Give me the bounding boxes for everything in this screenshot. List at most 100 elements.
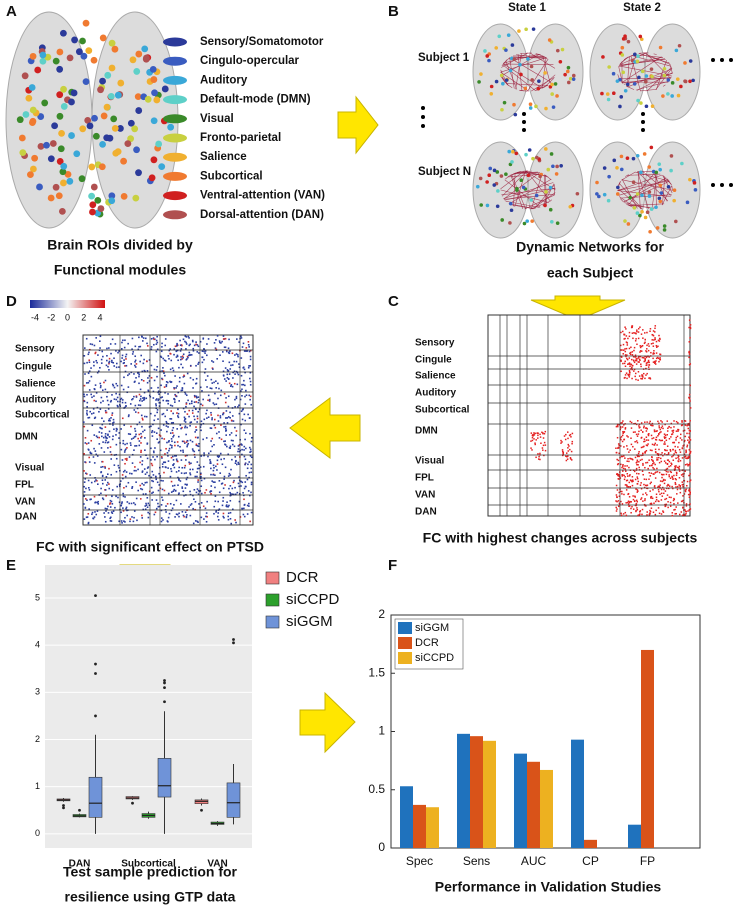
legend-label: siCCPD — [415, 652, 454, 664]
matrix-cell — [115, 470, 118, 473]
matrix-cell — [197, 479, 199, 481]
roi — [485, 54, 490, 58]
matrix-cell — [83, 491, 86, 493]
matrix-cell — [667, 471, 669, 473]
matrix-cell — [186, 372, 189, 375]
matrix-cell — [85, 337, 88, 340]
matrix-cell — [160, 350, 163, 353]
matrix-cell — [647, 439, 650, 441]
matrix-cell — [531, 436, 534, 439]
matrix-cell — [534, 443, 536, 446]
matrix-cell — [635, 440, 638, 442]
matrix-cell — [109, 343, 112, 345]
matrix-cell — [627, 458, 629, 460]
matrix-cell — [150, 346, 153, 348]
matrix-cell — [141, 417, 144, 420]
matrix-cell — [652, 459, 654, 462]
matrix-cell — [669, 477, 672, 479]
matrix-cell — [684, 509, 686, 511]
matrix-cell — [104, 516, 106, 518]
matrix-cell — [110, 417, 112, 419]
matrix-cell — [163, 471, 165, 474]
legend-swatch — [163, 133, 187, 143]
matrix-cell — [658, 334, 660, 337]
matrix-cell — [637, 327, 640, 330]
matrix-cell — [167, 460, 170, 462]
link — [655, 172, 657, 208]
matrix-cell — [645, 362, 648, 364]
matrix-cell — [530, 440, 532, 442]
roi — [606, 198, 611, 203]
matrix-cell — [229, 416, 231, 419]
matrix-cell — [192, 378, 195, 381]
matrix-cell — [224, 425, 227, 428]
matrix-cell — [670, 422, 673, 425]
matrix-cell — [619, 427, 622, 429]
matrix-cell — [238, 341, 240, 343]
caption: Functional modules — [54, 262, 186, 278]
matrix-cell — [622, 430, 624, 433]
state-label: State 2 — [623, 2, 661, 14]
matrix-cell — [689, 326, 692, 329]
roi — [620, 45, 625, 50]
matrix-cell — [126, 442, 128, 445]
matrix-cell — [561, 449, 564, 451]
matrix-cell — [118, 350, 120, 352]
matrix-cell — [655, 493, 658, 495]
matrix-cell — [181, 426, 183, 429]
matrix-cell — [202, 398, 204, 401]
matrix-cell — [222, 370, 225, 373]
matrix-cell — [684, 490, 687, 493]
matrix-cell — [107, 365, 109, 368]
roi — [537, 79, 541, 83]
roi — [28, 84, 36, 91]
matrix-cell — [537, 458, 540, 460]
matrix-cell — [237, 448, 240, 450]
matrix-cell — [658, 337, 661, 340]
matrix-cell — [201, 356, 204, 359]
matrix-cell — [218, 480, 221, 482]
matrix-cell — [238, 444, 241, 446]
matrix-cell — [186, 445, 188, 448]
matrix-cell — [620, 359, 622, 362]
matrix-cell — [144, 437, 146, 439]
matrix-cell — [639, 459, 642, 461]
matrix-cell — [653, 362, 656, 364]
matrix-cell — [665, 503, 667, 506]
matrix-cell — [628, 373, 630, 376]
matrix-cell — [166, 430, 168, 433]
subject-label: Subject N — [418, 166, 471, 178]
matrix-cell — [657, 507, 660, 509]
matrix-cell — [156, 348, 159, 351]
matrix-cell — [660, 439, 662, 442]
matrix-cell — [173, 398, 176, 401]
matrix-cell — [237, 406, 239, 408]
matrix-cell — [109, 400, 112, 403]
matrix-cell — [202, 338, 205, 340]
matrix-cell — [120, 360, 122, 363]
roi — [71, 36, 78, 44]
matrix-cell — [106, 484, 108, 486]
matrix-cell — [621, 349, 623, 351]
matrix-cell — [618, 452, 620, 455]
matrix-cell — [188, 409, 191, 412]
matrix-cell — [683, 456, 686, 458]
roi — [544, 147, 548, 151]
matrix-cell — [656, 459, 659, 461]
brain — [472, 23, 584, 121]
roi — [478, 176, 483, 181]
matrix-cell — [220, 342, 222, 344]
matrix-cell — [624, 354, 627, 356]
matrix-cell — [217, 512, 220, 514]
roi — [29, 52, 37, 60]
matrix-cell — [139, 404, 142, 407]
matrix-cell — [625, 328, 627, 330]
matrix-cell — [155, 507, 158, 510]
matrix-cell — [138, 382, 140, 385]
matrix-cell — [635, 462, 638, 464]
matrix-cell — [125, 459, 128, 461]
matrix-cell — [684, 439, 686, 442]
matrix-cell — [142, 508, 145, 511]
roi — [487, 173, 492, 178]
matrix-cell — [210, 473, 212, 476]
